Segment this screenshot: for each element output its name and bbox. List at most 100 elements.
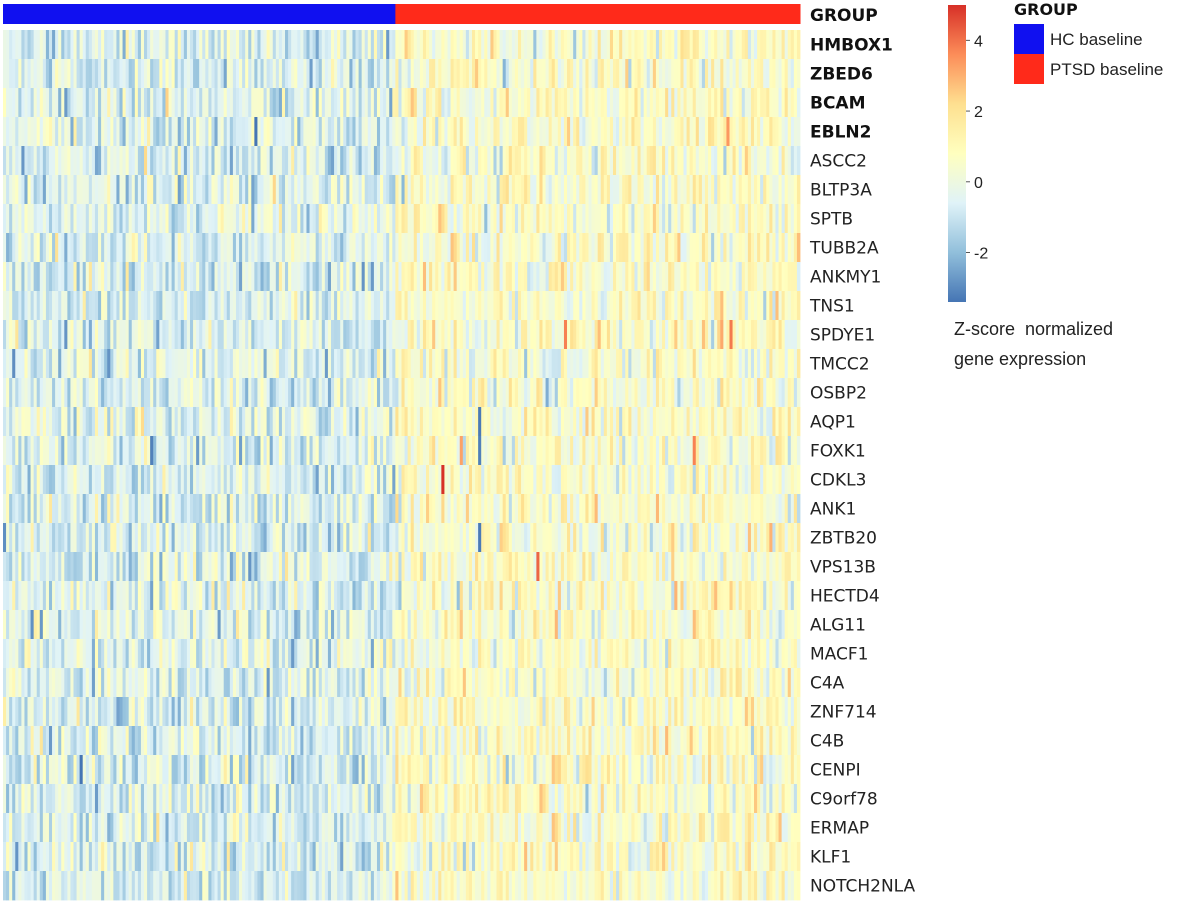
heatmap-cell <box>324 59 329 89</box>
heatmap-cell <box>376 378 381 408</box>
heatmap-cell <box>373 233 378 263</box>
heatmap-cell <box>340 523 344 553</box>
heatmap-cell <box>508 552 513 582</box>
heatmap-cell <box>269 320 274 350</box>
heatmap-cell <box>239 552 243 582</box>
heatmap-cell <box>625 465 629 495</box>
heatmap-cell <box>226 59 231 89</box>
heatmap-cell <box>781 175 786 205</box>
heatmap-cell <box>554 523 559 553</box>
heatmap-cell <box>392 523 396 553</box>
heatmap-cell <box>110 175 114 205</box>
heatmap-cell <box>416 349 421 379</box>
heatmap-cell <box>42 436 47 466</box>
heatmap-cell <box>398 88 402 118</box>
heatmap-cell <box>355 291 359 321</box>
heatmap-cell <box>465 175 470 205</box>
heatmap-cell <box>177 59 182 89</box>
heatmap-cell <box>39 581 44 611</box>
heatmap-cell <box>686 320 691 350</box>
heatmap-cell <box>763 30 767 60</box>
heatmap-cell <box>33 378 38 408</box>
heatmap-cell <box>186 320 191 350</box>
heatmap-cell <box>202 59 206 89</box>
heatmap-cell <box>3 59 7 89</box>
heatmap-cell <box>297 407 301 437</box>
heatmap-cell <box>85 88 90 118</box>
heatmap-cell <box>165 175 169 205</box>
heatmap-cell <box>208 494 212 524</box>
heatmap-cell <box>309 175 314 205</box>
heatmap-cell <box>413 436 418 466</box>
heatmap-cell <box>422 494 427 524</box>
heatmap-cell <box>416 378 421 408</box>
heatmap-cell <box>686 465 691 495</box>
heatmap-cell <box>162 552 166 582</box>
heatmap-cell <box>530 117 534 147</box>
heatmap-cell <box>674 59 678 89</box>
heatmap-cell <box>668 262 672 292</box>
heatmap-cell <box>613 30 617 60</box>
heatmap-cell <box>36 262 41 292</box>
heatmap-cell <box>514 175 519 205</box>
heatmap-cell <box>760 436 764 466</box>
heatmap-cell <box>162 233 166 263</box>
heatmap-cell <box>536 465 540 495</box>
heatmap-cell <box>609 523 614 553</box>
heatmap-cell <box>456 523 461 553</box>
heatmap-cell <box>186 465 191 495</box>
heatmap-cell <box>760 407 764 437</box>
heatmap-cell <box>235 175 240 205</box>
heatmap-cell <box>355 233 359 263</box>
heatmap-cell <box>493 523 497 553</box>
heatmap-cell <box>398 320 402 350</box>
heatmap-cell <box>585 494 589 524</box>
heatmap-cell <box>248 320 252 350</box>
heatmap-cell <box>404 552 409 582</box>
heatmap-cell <box>27 581 31 611</box>
heatmap-cell <box>232 407 237 437</box>
heatmap-cell <box>373 291 378 321</box>
heatmap-cell <box>278 552 283 582</box>
heatmap-cell <box>763 117 767 147</box>
heatmap-cell <box>76 436 81 466</box>
heatmap-cell <box>211 494 215 524</box>
heatmap-cell <box>490 552 494 582</box>
heatmap-cell <box>738 407 743 437</box>
heatmap-cell <box>79 581 84 611</box>
heatmap-cell <box>337 117 341 147</box>
heatmap-cell <box>609 407 614 437</box>
heatmap-cell <box>521 204 525 234</box>
heatmap-cell <box>208 291 212 321</box>
heatmap-cell <box>735 117 740 147</box>
heatmap-cell <box>741 175 746 205</box>
heatmap-cell <box>769 30 773 60</box>
heatmap-cell <box>459 378 464 408</box>
heatmap-cell <box>447 88 451 118</box>
heatmap-cell <box>315 59 320 89</box>
heatmap-cell <box>364 30 369 60</box>
heatmap-cell <box>432 523 436 553</box>
heatmap-cell <box>288 552 292 582</box>
heatmap-cell <box>401 407 405 437</box>
heatmap-cell <box>683 175 687 205</box>
heatmap-cell <box>180 465 185 495</box>
heatmap-cell <box>652 88 657 118</box>
heatmap-cell <box>321 146 326 176</box>
heatmap-cell <box>655 349 660 379</box>
heatmap-cell <box>235 378 240 408</box>
heatmap-cell <box>232 378 237 408</box>
heatmap-cell <box>361 262 366 292</box>
heatmap-cell <box>530 320 534 350</box>
heatmap-cell <box>726 320 730 350</box>
heatmap-cell <box>165 407 169 437</box>
heatmap-cell <box>211 407 215 437</box>
heatmap-cell <box>625 204 629 234</box>
heatmap-cell <box>162 59 166 89</box>
heatmap-cell <box>386 436 390 466</box>
heatmap-cell <box>429 436 433 466</box>
heatmap-cell <box>318 552 323 582</box>
heatmap-cell <box>376 291 381 321</box>
heatmap-cell <box>426 378 430 408</box>
heatmap-cell <box>757 233 761 263</box>
